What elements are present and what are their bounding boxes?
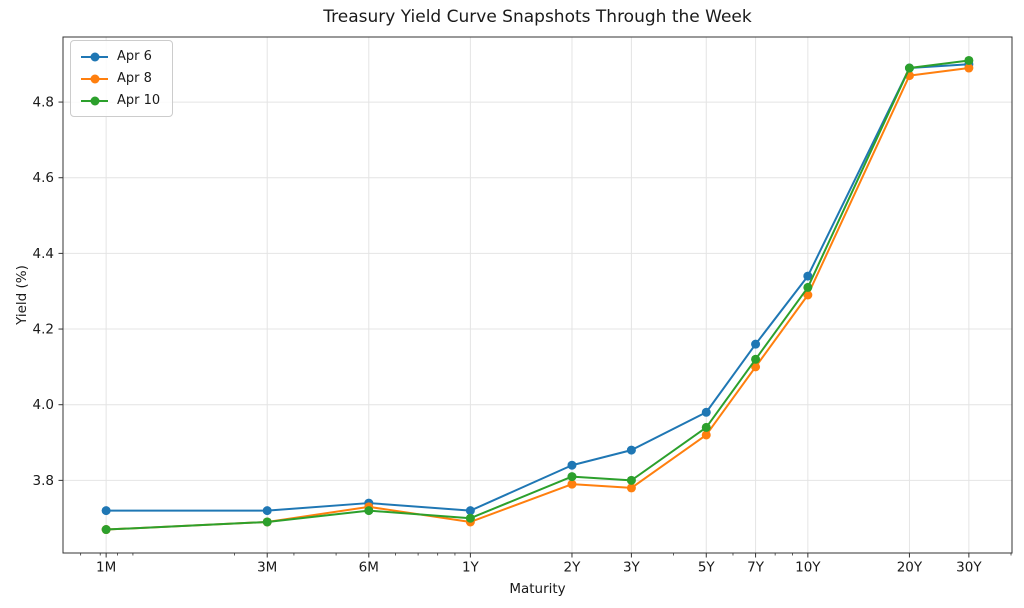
data-point-apr-8-2Y: [567, 479, 577, 489]
data-point-apr-6-1Y: [465, 506, 475, 516]
x-tick-label: 2Y: [564, 560, 582, 576]
x-tick-label: 20Y: [897, 560, 923, 576]
data-point-apr-8-10Y: [803, 290, 813, 300]
series-line-apr-8: [106, 67, 969, 531]
data-point-apr-6-5Y: [701, 407, 711, 417]
data-point-apr-8-5Y: [701, 430, 711, 440]
y-axis-label: Yield (%): [14, 265, 30, 325]
x-tick-label: 10Y: [795, 560, 821, 576]
y-tick-label: 4.8: [33, 95, 54, 111]
data-point-apr-6-7Y: [751, 339, 761, 349]
data-point-apr-6-10Y: [803, 271, 813, 281]
data-point-apr-10-10Y: [803, 282, 813, 292]
x-axis-label: Maturity: [509, 581, 566, 597]
data-point-apr-8-30Y: [964, 63, 974, 73]
data-point-apr-10-1Y: [465, 513, 475, 523]
y-tick-label: 4.2: [33, 322, 54, 338]
legend-swatch-apr-6: [81, 52, 108, 62]
x-tick-label: 1Y: [462, 560, 480, 576]
legend-label-apr-8: Apr 8: [117, 71, 152, 86]
data-point-apr-8-3Y: [626, 483, 636, 493]
axes-spines: [62, 36, 1013, 554]
data-point-apr-6-3M: [262, 506, 272, 516]
y-tick-label: 4.6: [33, 170, 54, 186]
x-tick-label: 6M: [359, 560, 379, 576]
data-point-apr-10-20Y: [904, 63, 914, 73]
data-point-apr-6-2Y: [567, 460, 577, 470]
data-point-apr-10-2Y: [567, 472, 577, 482]
legend-dot-icon: [90, 74, 99, 83]
data-point-apr-10-5Y: [701, 422, 711, 432]
legend-item-apr-10: Apr 10: [81, 91, 160, 110]
data-point-apr-10-6M: [364, 506, 374, 516]
x-tick-label: 5Y: [698, 560, 716, 576]
legend-label-apr-10: Apr 10: [117, 93, 161, 108]
data-point-apr-10-7Y: [751, 354, 761, 364]
data-point-apr-10-3M: [262, 517, 272, 527]
data-point-apr-10-30Y: [964, 55, 974, 65]
legend-item-apr-8: Apr 8: [81, 69, 160, 88]
legend: Apr 6 Apr 8 Apr 10: [70, 40, 174, 117]
legend-dot-icon: [90, 52, 99, 61]
y-tick-label: 4.4: [33, 246, 54, 262]
legend-item-apr-6: Apr 6: [81, 47, 160, 66]
data-point-apr-8-7Y: [751, 362, 761, 372]
series-line-apr-6: [106, 63, 969, 512]
data-point-apr-6-3Y: [626, 445, 636, 455]
x-tick-label: 1M: [96, 560, 116, 576]
x-tick-label: 7Y: [747, 560, 765, 576]
x-tick-label: 3Y: [623, 560, 641, 576]
legend-swatch-apr-10: [81, 96, 108, 106]
data-point-apr-10-1M: [101, 525, 111, 535]
series-line-apr-10: [106, 59, 969, 531]
x-tick-label: 3M: [257, 560, 277, 576]
chart-title: Treasury Yield Curve Snapshots Through t…: [323, 7, 752, 27]
data-point-apr-10-3Y: [626, 475, 636, 485]
legend-label-apr-6: Apr 6: [117, 49, 152, 64]
y-tick-label: 4.0: [33, 397, 54, 413]
data-point-apr-6-1M: [101, 506, 111, 516]
legend-dot-icon: [90, 96, 99, 105]
y-tick-label: 3.8: [33, 473, 54, 489]
x-tick-label: 30Y: [956, 560, 982, 576]
legend-swatch-apr-8: [81, 74, 108, 84]
